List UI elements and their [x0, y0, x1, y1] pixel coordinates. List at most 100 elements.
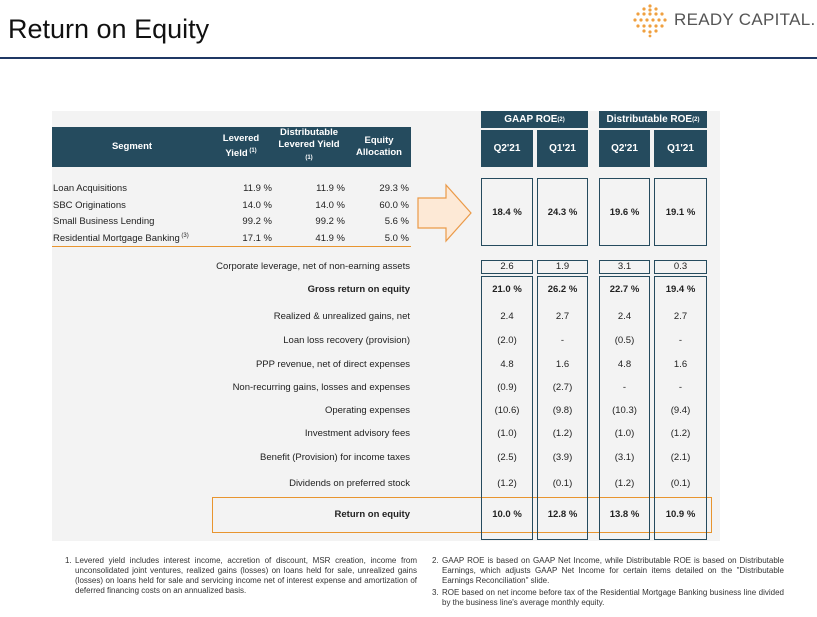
label-text: Equity Allocation [356, 135, 402, 158]
label-text: Segment [111, 141, 153, 152]
bridge-value: (9.4) [670, 405, 691, 416]
segment-roe-box: 19.6 % [599, 178, 650, 246]
label-text: SBC Originations [53, 199, 126, 211]
bridge-value: 1.6 [555, 359, 570, 370]
segment-roe-box: 19.1 % [654, 178, 707, 246]
header-text: Distributable Levered Yield (1) [276, 127, 342, 167]
segment-cell: 41.9 % [315, 233, 345, 245]
segment-cell: 14.0 % [315, 199, 345, 211]
bridge-value: 0.3 [673, 261, 688, 272]
bridge-value: 13.8 % [609, 509, 640, 520]
bridge-box [481, 276, 533, 540]
bridge-label: PPP revenue, net of direct expenses [255, 359, 410, 370]
bridge-label: Non-recurring gains, losses and expenses [232, 382, 410, 393]
title: Return on Equity [8, 14, 210, 44]
group-header: GAAP ROE (2) [481, 111, 588, 128]
segment-cell: 29.3 % [379, 183, 409, 194]
header-text: Levered Yield (1) [212, 133, 270, 160]
segment-cell: 5.0 % [384, 233, 409, 245]
bridge-value: (1.2) [614, 478, 635, 489]
column-header: Levered Yield (1) [212, 127, 270, 167]
segment-cell: 11.9 % [243, 183, 272, 194]
bridge-value: - [678, 335, 683, 346]
bridge-label: Operating expenses [324, 405, 410, 416]
label-text: Distributable Levered Yield [278, 126, 340, 150]
bridge-value: (1.0) [497, 428, 517, 439]
footnote-ref: (3) [179, 233, 189, 240]
bridge-box [537, 276, 588, 540]
footnote-ref: (2) [692, 116, 700, 123]
bridge-value: 2.7 [673, 311, 688, 322]
bridge-value: (2.0) [497, 335, 517, 346]
segment-roe-box: 24.3 % [537, 178, 588, 246]
segment-cell: 17.1 % [242, 233, 272, 245]
bridge-value: (2.1) [670, 452, 691, 463]
footnote-ref: (2) [557, 116, 565, 123]
bridge-box [654, 276, 707, 540]
footnote-ref: (1) [305, 154, 313, 161]
bridge-label: Benefit (Provision) for income taxes [260, 452, 410, 463]
bridge-value: 2.6 [500, 261, 514, 272]
period-header: Q1'21 [537, 130, 588, 167]
roe-highlight [212, 497, 712, 533]
segment-name: Residential Mortgage Banking (3) [53, 233, 189, 244]
label-text: GAAP ROE [504, 114, 558, 125]
bridge-value: 10.9 % [665, 509, 696, 520]
bridge-label: Dividends on preferred stock [289, 478, 410, 489]
column-header: Distributable Levered Yield (1) [276, 127, 342, 167]
bridge-value: (3.9) [552, 452, 573, 463]
bridge-value: (1.2) [497, 478, 517, 489]
footnote-text: ROE based on net income before tax of th… [442, 588, 784, 607]
footnote-number: 2. [432, 556, 439, 565]
bridge-label: Loan loss recovery (provision) [283, 335, 410, 346]
segment-cell: 60.0 % [379, 199, 409, 211]
bridge-value: (2.5) [497, 452, 517, 463]
panel [52, 111, 720, 541]
bridge-value: 12.8 % [547, 509, 578, 520]
bridge-label: Investment advisory fees [304, 428, 410, 439]
bridge-value: (2.7) [552, 382, 573, 393]
bridge-value: 21.0 % [492, 284, 522, 295]
bridge-value: 10.0 % [492, 509, 522, 520]
label-text: Residential Mortgage Banking [53, 233, 180, 245]
logo-mark [633, 4, 667, 38]
leverage-box [654, 260, 707, 274]
period-header: Q1'21 [654, 130, 707, 167]
segment-cell: 11.9 % [316, 183, 345, 194]
arrow [417, 183, 472, 243]
bridge-label: Corporate leverage, net of non-earning a… [216, 261, 410, 272]
header-text: Equity Allocation [346, 135, 412, 159]
label-text: Loan Acquisitions [53, 183, 127, 194]
segment-roe-box: 18.4 % [481, 178, 533, 246]
bridge-value: (9.8) [552, 405, 573, 416]
leverage-box [599, 260, 650, 274]
header-rule [0, 57, 817, 59]
period-header: Q2'21 [481, 130, 533, 167]
segment-header [52, 127, 411, 167]
bridge-value: (10.6) [494, 405, 520, 416]
bridge-label: Realized & unrealized gains, net [273, 311, 410, 322]
bridge-label: Return on equity [334, 509, 410, 520]
bridge-value: (1.0) [614, 428, 635, 439]
segment-cell: 99.2 % [315, 216, 345, 228]
leverage-box [537, 260, 588, 274]
segment-cell: 99.2 % [242, 216, 272, 228]
bridge-value: 2.7 [555, 311, 570, 322]
bridge-value: (3.1) [614, 452, 635, 463]
segment-name: Small Business Lending [53, 216, 154, 227]
bridge-value: 2.4 [617, 311, 632, 322]
bridge-label: Gross return on equity [307, 284, 410, 295]
bridge-value: 1.6 [673, 359, 688, 370]
bridge-value: 1.9 [555, 261, 570, 272]
logo-text: READY CAPITAL. [674, 10, 816, 29]
bridge-value: (0.9) [497, 382, 517, 393]
footnote-text: Levered yield includes interest income, … [75, 556, 417, 595]
footnote-ref: (1) [247, 148, 257, 155]
bridge-value: (1.2) [552, 428, 573, 439]
footnote-number: 3. [432, 588, 439, 597]
footnote-text: GAAP ROE is based on GAAP Net Income, wh… [442, 556, 784, 585]
segment-cell: 14.0 % [242, 199, 272, 211]
bridge-value: (0.1) [552, 478, 573, 489]
segment-cell: 5.6 % [384, 216, 409, 228]
bridge-value: 4.8 [500, 359, 514, 370]
